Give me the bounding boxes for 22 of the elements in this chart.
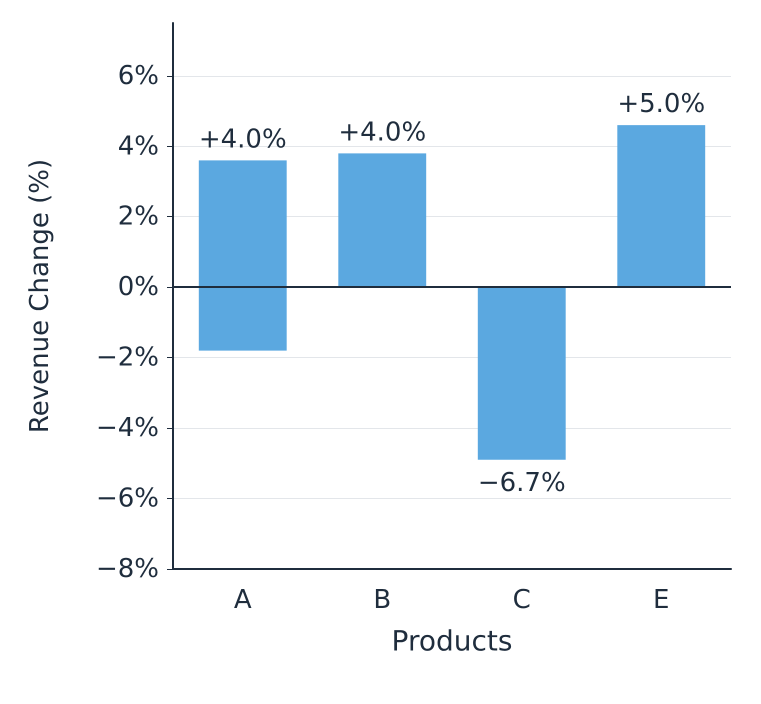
y-tick-label: 2% (118, 202, 159, 232)
y-tick-label: 0% (118, 272, 159, 302)
bar (338, 153, 426, 288)
bar (478, 287, 566, 460)
y-tick-label: 4% (118, 131, 159, 162)
x-tick-label: B (373, 585, 392, 615)
y-tick-label: 6% (118, 60, 159, 91)
bar (198, 160, 287, 351)
y-tick-label: −4% (96, 413, 159, 444)
annotation: +4.0% (338, 117, 426, 148)
annotation: +5.0% (617, 89, 706, 120)
x-axis-title: Products (392, 624, 512, 658)
bar (617, 125, 706, 288)
y-tick-label: −2% (96, 342, 159, 373)
y-tick-label: −6% (96, 484, 159, 514)
annotation: −6.7% (478, 468, 566, 498)
x-tick-label: E (653, 585, 670, 615)
x-tick-label: A (234, 585, 252, 615)
x-tick-label: C (512, 585, 531, 615)
y-axis-title: Revenue Change (%) (25, 158, 55, 434)
y-tick-label: −8% (96, 554, 159, 584)
annotation: +4.0% (198, 124, 287, 154)
